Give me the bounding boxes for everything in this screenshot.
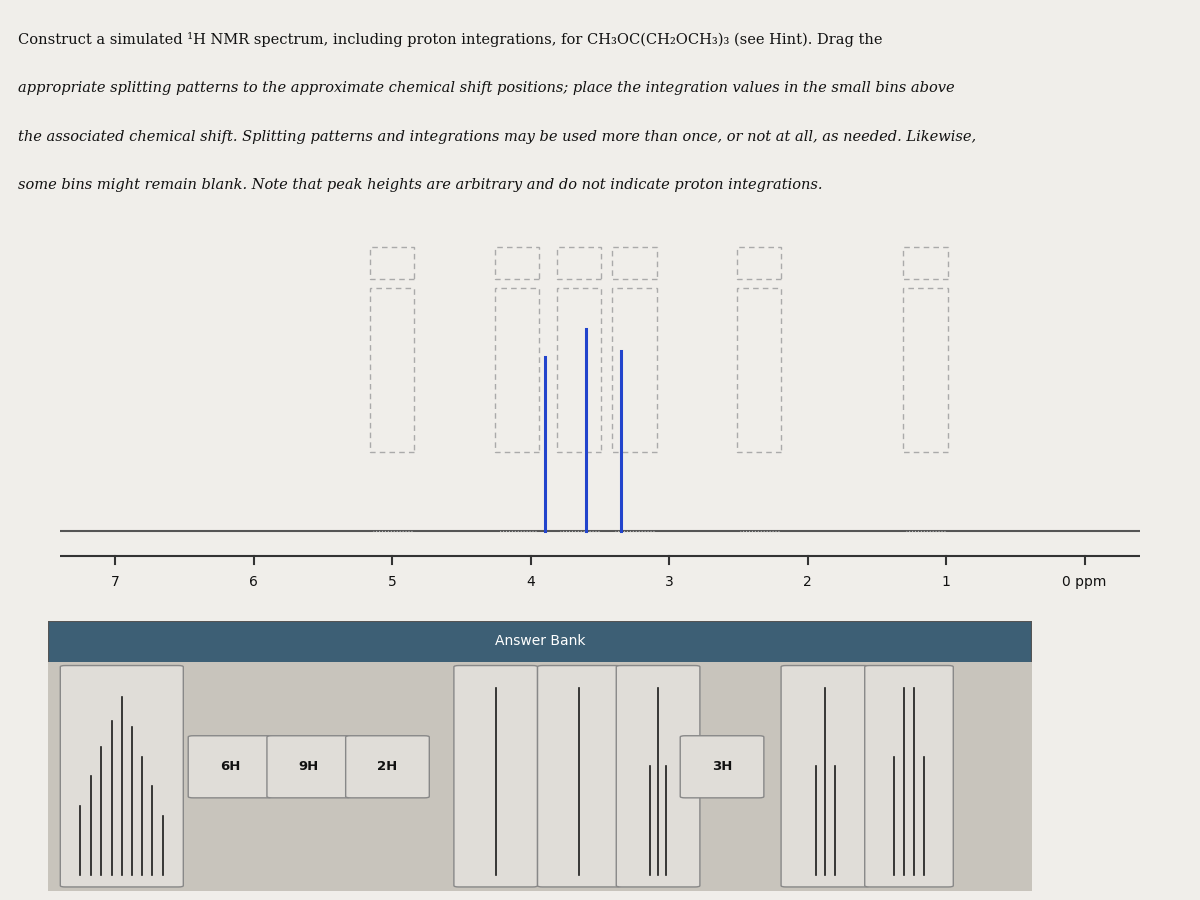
Text: 3: 3 — [665, 575, 673, 589]
Text: some bins might remain blank. Note that peak heights are arbitrary and do not in: some bins might remain blank. Note that … — [18, 178, 822, 193]
Text: 4: 4 — [527, 575, 535, 589]
Text: the associated chemical shift. Splitting patterns and integrations may be used m: the associated chemical shift. Splitting… — [18, 130, 976, 144]
Bar — [370, 288, 414, 452]
Text: 0 ppm: 0 ppm — [1062, 575, 1106, 589]
FancyBboxPatch shape — [680, 736, 764, 798]
FancyBboxPatch shape — [266, 736, 350, 798]
Bar — [904, 288, 948, 452]
Bar — [737, 248, 781, 279]
Bar — [737, 288, 781, 452]
Bar — [494, 248, 539, 279]
Text: 6: 6 — [250, 575, 258, 589]
FancyBboxPatch shape — [60, 666, 184, 887]
Text: 9H: 9H — [299, 760, 319, 773]
FancyBboxPatch shape — [781, 666, 870, 887]
Text: 2H: 2H — [377, 760, 397, 773]
FancyBboxPatch shape — [865, 666, 953, 887]
Bar — [48, 662, 1032, 891]
FancyBboxPatch shape — [617, 666, 700, 887]
FancyBboxPatch shape — [188, 736, 272, 798]
FancyBboxPatch shape — [538, 666, 622, 887]
Text: 3H: 3H — [712, 760, 732, 773]
Text: 6H: 6H — [220, 760, 240, 773]
Bar — [612, 288, 656, 452]
Text: appropriate splitting patterns to the approximate chemical shift positions; plac: appropriate splitting patterns to the ap… — [18, 81, 954, 95]
Text: Construct a simulated ¹H NMR spectrum, including proton integrations, for CH₃OC(: Construct a simulated ¹H NMR spectrum, i… — [18, 32, 882, 48]
Bar — [557, 288, 601, 452]
Text: 1: 1 — [942, 575, 950, 589]
Bar — [370, 248, 414, 279]
Bar — [904, 248, 948, 279]
Text: 7: 7 — [112, 575, 120, 589]
Text: Answer Bank: Answer Bank — [494, 634, 586, 648]
Bar — [557, 248, 601, 279]
FancyBboxPatch shape — [346, 736, 430, 798]
Bar — [494, 288, 539, 452]
Bar — [612, 248, 656, 279]
Text: 2: 2 — [803, 575, 812, 589]
Text: 5: 5 — [388, 575, 397, 589]
FancyBboxPatch shape — [454, 666, 538, 887]
